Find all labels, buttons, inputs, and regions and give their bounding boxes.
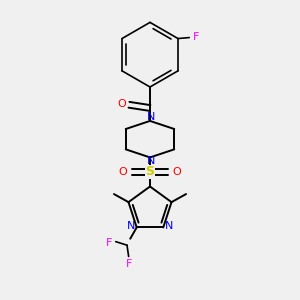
Text: F: F: [105, 238, 112, 248]
Text: O: O: [172, 167, 181, 177]
Text: N: N: [146, 156, 155, 166]
Text: S: S: [146, 166, 154, 178]
Text: F: F: [193, 32, 199, 42]
Text: F: F: [125, 259, 132, 269]
Text: N: N: [165, 221, 173, 231]
Text: O: O: [118, 99, 126, 109]
Text: N: N: [146, 112, 155, 122]
Text: N: N: [127, 221, 135, 231]
Text: O: O: [119, 167, 128, 177]
